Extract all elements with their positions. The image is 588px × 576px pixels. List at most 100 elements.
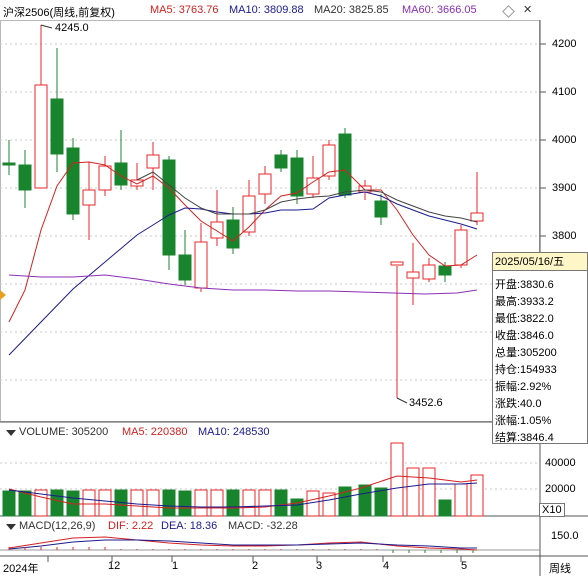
macd-dea: DEA: 18.36	[161, 520, 218, 532]
price-panel-frame	[0, 20, 540, 422]
info-volume: 总量:305200	[495, 347, 557, 359]
volume-bar-down	[374, 487, 388, 517]
volume-bar-up	[146, 489, 160, 517]
candle-up	[34, 84, 48, 189]
info-amplitude: 振幅:2.92%	[495, 381, 552, 393]
close-icon[interactable]: ✕	[523, 4, 533, 16]
candle-up	[358, 185, 372, 193]
x-tick: 5	[461, 560, 468, 572]
info-open-interest: 持仓:154933	[495, 364, 557, 376]
volume-bar-down	[162, 489, 176, 517]
candle-up	[406, 271, 420, 279]
candle-down	[162, 159, 176, 256]
volume-ma10: MA10: 248530	[198, 426, 270, 438]
volume-unit: X10	[539, 503, 565, 517]
current-position-marker-icon	[0, 290, 6, 300]
candle-down	[226, 219, 240, 249]
volume-bar-up	[242, 489, 256, 517]
macd-tick: 150.0	[551, 530, 579, 542]
candle-down	[66, 147, 80, 215]
macd-dif-line	[8, 536, 478, 551]
candle-up	[390, 261, 404, 266]
volume-bar-down	[338, 486, 352, 517]
volume-bar-down	[2, 490, 16, 517]
price-tick: 3900	[552, 182, 577, 194]
candle-down	[290, 157, 304, 197]
volume-bar-down	[178, 490, 192, 517]
candle-up	[454, 229, 468, 266]
candle-down	[438, 265, 452, 276]
info-date: 2025/05/16/五	[493, 253, 587, 271]
volume-bar-up	[422, 467, 436, 517]
candle-down	[338, 133, 352, 196]
volume-bar-down	[226, 489, 240, 517]
low-annotation-leader	[396, 397, 408, 404]
volume-bar-up	[470, 474, 484, 517]
volume-bar-up	[406, 467, 420, 517]
volume-collapse-icon[interactable]	[6, 430, 16, 436]
candle-up	[470, 212, 484, 222]
info-low: 最低:3822.0	[495, 313, 554, 325]
macd-label: MACD(12,26,9)	[19, 520, 96, 532]
candle-down	[50, 98, 64, 155]
ma60-legend: MA60: 3666.05	[402, 4, 477, 16]
x-tick: 1	[172, 560, 179, 572]
macd-dea-line	[8, 539, 477, 550]
candle-down	[114, 162, 128, 186]
period-label[interactable]: 周线	[549, 563, 571, 575]
volume-tick: 40000	[545, 457, 576, 469]
info-change-pct: 涨幅:1.05%	[495, 415, 552, 427]
price-tick: 4100	[552, 86, 577, 98]
candle-down	[2, 162, 16, 166]
volume-bar-up	[210, 489, 224, 517]
x-tick: 4	[383, 560, 390, 572]
volume-bar-down	[358, 484, 372, 517]
x-tick: 2	[252, 560, 259, 572]
low-annotation: 3452.6	[409, 397, 443, 409]
ma20-line	[136, 171, 478, 223]
ma60-line	[8, 274, 478, 295]
macd-header: MACD(12,26,9) DIF: 2.22 DEA: 18.36 MACD:…	[0, 518, 540, 534]
candle-up	[322, 144, 336, 177]
candle-up	[258, 173, 272, 195]
x-tick: 12	[108, 560, 121, 572]
volume-bar-up	[194, 489, 208, 517]
macd-collapse-icon[interactable]	[6, 524, 16, 530]
candle-down	[274, 154, 288, 169]
info-open: 开盘:3830.6	[495, 279, 554, 291]
candle-up	[194, 241, 208, 289]
candle-down	[18, 164, 32, 191]
x-tick: 2024年	[3, 563, 39, 575]
ma10-line	[8, 191, 478, 356]
macd-dif: DIF: 2.22	[108, 520, 154, 532]
candle-up	[146, 154, 160, 169]
volume-ma5: MA5: 220380	[122, 426, 188, 438]
volume-bar-down	[274, 489, 288, 517]
ma20-legend: MA20: 3825.85	[314, 4, 389, 16]
info-settlement: 结算:3846.4	[495, 432, 554, 444]
volume-bar-down	[438, 499, 452, 517]
candle-up	[422, 264, 436, 280]
high-annotation: 4245.0	[55, 22, 89, 34]
volume-label: VOLUME: 305200	[19, 426, 109, 438]
info-close: 收盘:3846.0	[495, 330, 554, 342]
candle-down	[374, 200, 388, 218]
x-tick: 3	[316, 560, 323, 572]
chart-title: 沪深2506(周线,前复权)	[3, 7, 115, 19]
price-tick: 4000	[552, 134, 577, 146]
volume-bar-up	[258, 489, 272, 517]
volume-bar-up	[322, 492, 336, 517]
volume-bar-up	[98, 489, 112, 517]
volume-ma10-line	[8, 482, 478, 508]
price-tick: 3800	[552, 230, 577, 242]
volume-ma5-line	[8, 475, 478, 509]
volume-bar-down	[18, 490, 32, 517]
chart-header: 沪深2506(周线,前复权) MA5: 3763.76 MA10: 3809.8…	[0, 0, 588, 20]
ma5-legend: MA5: 3763.76	[150, 4, 219, 16]
volume-header: VOLUME: 305200 MA5: 220380 MA10: 248530	[0, 424, 540, 440]
volume-bar-up	[82, 489, 96, 517]
info-high: 最高:3933.2	[495, 296, 554, 308]
volume-bar-up	[130, 489, 144, 517]
price-tick: 4200	[552, 38, 577, 50]
